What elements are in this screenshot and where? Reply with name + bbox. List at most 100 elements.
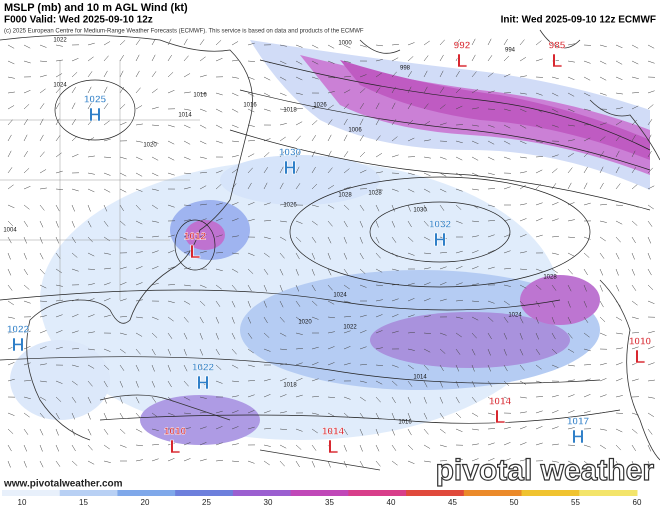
barb <box>423 55 429 62</box>
barb <box>135 459 143 462</box>
barb <box>247 410 255 414</box>
barb <box>39 284 47 289</box>
barb <box>23 236 27 244</box>
barb <box>247 60 255 62</box>
barb <box>375 460 381 467</box>
barb <box>343 75 351 78</box>
barb <box>327 236 332 244</box>
barb <box>311 236 317 243</box>
barb <box>423 252 431 255</box>
barb <box>343 220 348 228</box>
barb <box>551 154 559 158</box>
barb <box>247 380 255 382</box>
barb <box>583 332 590 338</box>
barb <box>263 444 271 447</box>
barb <box>647 396 655 399</box>
barb <box>359 396 366 402</box>
barb <box>55 236 60 244</box>
barb <box>311 120 318 126</box>
barb <box>423 220 429 227</box>
barb <box>311 428 318 434</box>
barb <box>471 380 476 388</box>
barb <box>279 332 287 337</box>
colorbar-segment <box>2 490 61 496</box>
barb <box>343 186 351 190</box>
barb <box>231 155 239 158</box>
center-pressure: 1014 <box>322 427 345 438</box>
barb <box>247 92 255 97</box>
barb <box>103 120 110 126</box>
barb <box>487 396 494 402</box>
barb <box>7 76 15 79</box>
colorbar-tick-label: 45 <box>448 498 457 507</box>
barb <box>503 396 511 400</box>
barb <box>183 219 191 222</box>
barb <box>247 284 252 292</box>
barb <box>567 379 575 382</box>
barb <box>215 426 223 430</box>
barb <box>135 123 143 126</box>
barb <box>135 70 140 78</box>
barb <box>55 170 63 174</box>
barb <box>71 252 78 258</box>
barb <box>551 300 556 308</box>
barb <box>199 412 207 414</box>
barb <box>615 332 623 335</box>
barb <box>599 136 606 142</box>
barb <box>375 135 381 142</box>
barb <box>471 443 479 446</box>
barb <box>7 220 14 227</box>
barb <box>39 346 47 350</box>
barb <box>135 282 143 286</box>
barb <box>647 204 654 210</box>
barb <box>311 444 317 451</box>
barb <box>103 298 111 302</box>
barb <box>503 38 508 46</box>
barb <box>231 252 239 255</box>
barb <box>7 346 15 350</box>
barb <box>87 172 95 175</box>
barb <box>167 442 175 446</box>
barb <box>471 364 475 372</box>
isobar-label: 1022 <box>53 38 67 44</box>
barb <box>263 182 268 190</box>
barb <box>471 235 479 238</box>
barb <box>599 316 606 323</box>
barb <box>343 236 347 244</box>
barb <box>295 166 300 174</box>
barb <box>327 76 335 79</box>
barb <box>263 108 271 112</box>
barb <box>647 412 655 418</box>
center-type: L <box>190 242 201 262</box>
barb <box>119 54 124 62</box>
barb <box>535 268 543 272</box>
barb <box>423 86 428 94</box>
barb <box>647 268 652 276</box>
isobar-label: 1030 <box>413 208 427 214</box>
barb <box>23 396 31 400</box>
barb <box>615 428 623 433</box>
barb <box>55 299 63 302</box>
barb <box>567 76 575 81</box>
colorbar-tick-label: 40 <box>387 498 396 507</box>
barb <box>183 172 191 175</box>
barb <box>55 460 61 467</box>
barb <box>71 204 75 212</box>
barb <box>7 150 12 158</box>
barb <box>167 140 175 145</box>
barb <box>103 220 109 227</box>
barb <box>519 332 523 340</box>
barb <box>631 204 639 208</box>
barb <box>151 235 159 238</box>
barb <box>135 364 140 372</box>
barb <box>567 108 575 112</box>
center-type: H <box>197 373 210 393</box>
barb <box>23 150 28 158</box>
barb <box>391 188 399 192</box>
barb <box>87 348 95 351</box>
barb <box>519 39 525 46</box>
barb <box>519 380 527 385</box>
barb <box>567 202 575 206</box>
barb <box>103 41 111 46</box>
barb <box>343 396 351 400</box>
